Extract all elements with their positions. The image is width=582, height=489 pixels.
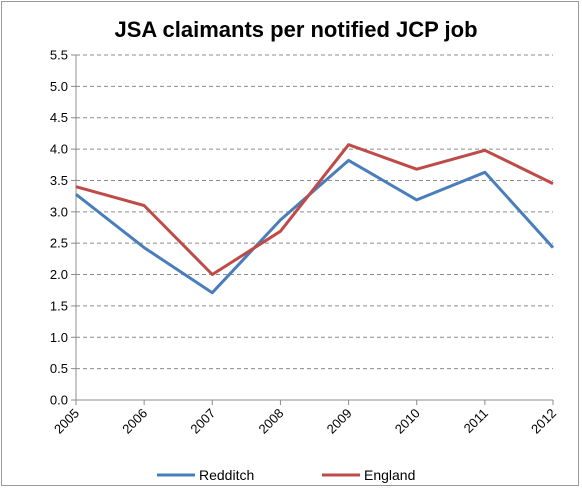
y-tick-label: 2.0 (50, 267, 68, 282)
y-tick-label: 1.5 (50, 298, 68, 313)
y-tick-label: 5.0 (50, 79, 68, 94)
x-tick-label: 2009 (324, 406, 355, 437)
x-tick-label: 2007 (187, 406, 218, 437)
y-tick-label: 4.0 (50, 142, 68, 157)
y-tick-label: 0.5 (50, 361, 68, 376)
legend-label-england: England (364, 467, 415, 483)
x-tick-label: 2008 (255, 406, 286, 437)
x-tick-label: 2005 (51, 406, 82, 437)
y-tick-label: 0.0 (50, 393, 68, 408)
y-tick-label: 2.5 (50, 236, 68, 251)
x-axis: 2005 2006 2007 2008 2009 2010 2011 2012 (51, 399, 559, 437)
x-tick-label: 2012 (528, 406, 559, 437)
y-tick-label: 5.5 (50, 48, 68, 63)
gridlines (76, 54, 553, 370)
series-line-england (75, 143, 554, 276)
y-tick-label: 1.0 (50, 330, 68, 345)
legend: Redditch England (157, 467, 415, 483)
y-tick-label: 4.5 (50, 110, 68, 125)
x-tick-label: 2011 (461, 406, 491, 436)
x-tick-label: 2006 (119, 406, 150, 437)
y-tick-label: 3.5 (50, 173, 68, 188)
y-axis: 0.0 0.5 1.0 1.5 2.0 2.5 3.0 3.5 4.0 4.5 5.0 5.5 (50, 48, 77, 408)
series-lines (75, 143, 555, 295)
x-tick-label: 2010 (392, 406, 423, 437)
legend-label-redditch: Redditch (199, 467, 254, 483)
chart-title: JSA claimants per notified JCP job (114, 17, 477, 42)
y-tick-label: 3.0 (50, 204, 68, 219)
